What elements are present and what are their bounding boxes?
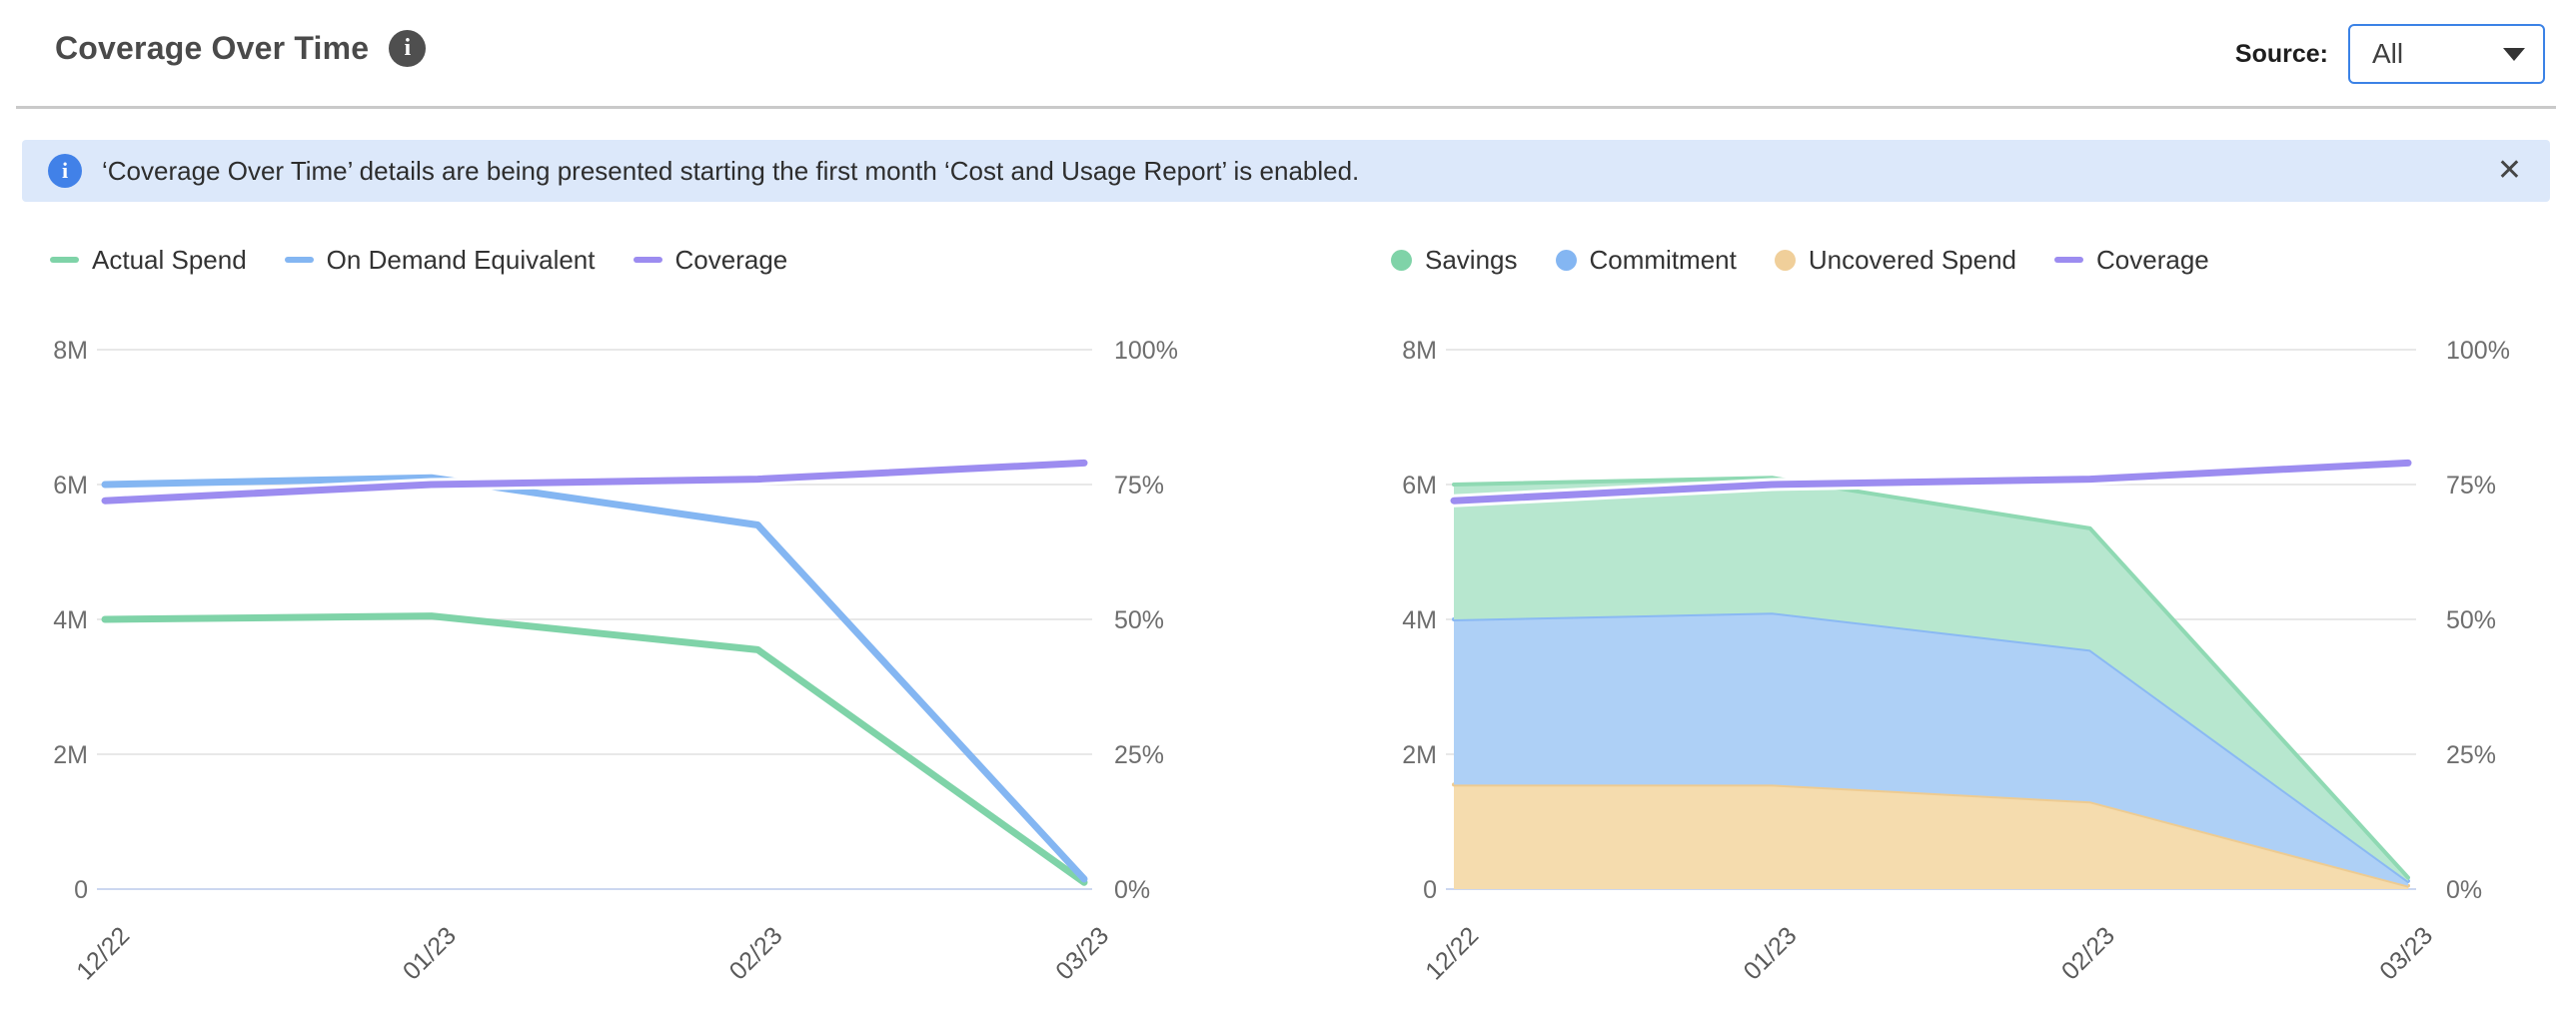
banner-close-icon[interactable]: ✕ [2496, 154, 2522, 187]
svg-text:02/23: 02/23 [724, 921, 788, 985]
svg-text:25%: 25% [2446, 741, 2496, 769]
svg-text:100%: 100% [1114, 337, 1178, 365]
svg-text:8M: 8M [1402, 337, 1437, 365]
source-dropdown[interactable]: All [2348, 24, 2545, 84]
svg-text:4M: 4M [53, 606, 88, 634]
legend-item-coverage[interactable]: Coverage [633, 244, 788, 276]
legend-item-uncovered-spend[interactable]: Uncovered Spend [1774, 244, 2016, 276]
legend-item-savings[interactable]: Savings [1391, 245, 1518, 276]
header: Coverage Over Time i [55, 30, 427, 67]
line-swatch-icon [2054, 257, 2083, 263]
line-swatch-icon [633, 257, 662, 263]
svg-text:8M: 8M [53, 337, 88, 365]
source-dropdown-value: All [2372, 38, 2404, 69]
svg-text:2M: 2M [1402, 741, 1437, 769]
legend-label: Coverage [2096, 244, 2209, 275]
svg-text:03/23: 03/23 [1050, 921, 1114, 985]
svg-text:03/23: 03/23 [2374, 921, 2438, 985]
svg-text:50%: 50% [2446, 606, 2496, 634]
page-title: Coverage Over Time [55, 30, 370, 66]
legend-label: Savings [1425, 244, 1518, 275]
svg-text:25%: 25% [1114, 741, 1164, 769]
svg-text:0: 0 [1423, 876, 1437, 904]
chevron-down-icon [2503, 47, 2525, 61]
legend-label: Uncovered Spend [1808, 244, 2016, 275]
legend-lines-chart: Actual Spend On Demand Equivalent Coverage [50, 240, 787, 280]
svg-text:01/23: 01/23 [1739, 921, 1803, 985]
line-swatch-icon [50, 257, 79, 263]
svg-text:02/23: 02/23 [2056, 921, 2120, 985]
svg-text:6M: 6M [1402, 472, 1437, 500]
circle-swatch-icon [1391, 249, 1412, 271]
svg-text:6M: 6M [53, 472, 88, 500]
header-divider [16, 106, 2556, 109]
banner-message: ‘Coverage Over Time’ details are being p… [102, 155, 1360, 186]
legend-stacked-chart: Savings Commitment Uncovered Spend Coverage [1391, 240, 2209, 280]
title-info-icon[interactable]: i [389, 30, 427, 67]
svg-text:12/22: 12/22 [1420, 921, 1484, 985]
svg-text:75%: 75% [2446, 472, 2496, 500]
svg-text:0%: 0% [1114, 876, 1150, 904]
svg-text:50%: 50% [1114, 606, 1164, 634]
source-control: Source: All [2235, 24, 2545, 84]
legend-label: Actual Spend [92, 244, 247, 275]
circle-swatch-icon [1555, 249, 1577, 271]
legend-item-on-demand-equivalent[interactable]: On Demand Equivalent [284, 244, 596, 276]
coverage-stacked-chart: 8M 100% 6M 75% 4M 50% 2M 25% 0 0% 12/22 01/23 02/23 0… [1402, 337, 2510, 985]
svg-text:0: 0 [74, 876, 88, 904]
coverage-lines-chart: 8M 100% 6M 75% 4M 50% 2M 25% 0 0% 12/22 01/23 02/23 0… [53, 337, 1178, 985]
legend-label: Coverage [674, 244, 788, 275]
svg-text:2M: 2M [53, 741, 88, 769]
info-banner: i ‘Coverage Over Time’ details are being… [22, 140, 2550, 202]
svg-text:0%: 0% [2446, 876, 2482, 904]
svg-text:4M: 4M [1402, 606, 1437, 634]
line-swatch-icon [284, 257, 314, 263]
svg-text:75%: 75% [1114, 472, 1164, 500]
legend-item-actual-spend[interactable]: Actual Spend [50, 245, 247, 276]
legend-item-commitment[interactable]: Commitment [1555, 244, 1737, 276]
legend-label: On Demand Equivalent [326, 244, 596, 275]
legend-item-coverage[interactable]: Coverage [2054, 245, 2209, 276]
svg-text:12/22: 12/22 [71, 921, 135, 985]
banner-info-icon: i [48, 154, 82, 188]
legend-label: Commitment [1589, 244, 1737, 275]
circle-swatch-icon [1774, 249, 1796, 271]
svg-text:100%: 100% [2446, 337, 2510, 365]
source-label: Source: [2234, 39, 2328, 68]
svg-text:01/23: 01/23 [398, 921, 462, 985]
